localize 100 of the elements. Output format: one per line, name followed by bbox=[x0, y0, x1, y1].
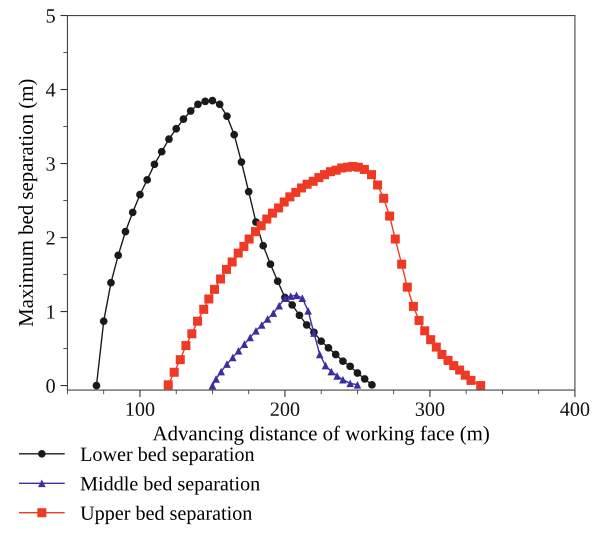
point bbox=[240, 340, 248, 348]
point bbox=[252, 326, 260, 335]
point bbox=[402, 282, 412, 292]
point bbox=[208, 96, 216, 104]
point bbox=[466, 376, 476, 385]
point bbox=[217, 368, 225, 376]
point bbox=[228, 354, 237, 362]
point bbox=[92, 382, 100, 390]
point bbox=[234, 248, 243, 258]
y-tick-label: 1 bbox=[47, 305, 54, 319]
point bbox=[274, 277, 282, 286]
point bbox=[373, 180, 382, 190]
point bbox=[408, 302, 418, 311]
y-tick-label: 5 bbox=[46, 9, 55, 23]
point bbox=[107, 278, 115, 287]
x-tick-label: 300 bbox=[416, 402, 444, 416]
point bbox=[143, 176, 152, 184]
point bbox=[170, 368, 179, 377]
point bbox=[114, 251, 122, 260]
point bbox=[354, 369, 362, 377]
point bbox=[390, 234, 400, 244]
point bbox=[234, 346, 242, 355]
point bbox=[304, 307, 312, 315]
x-axis-title: Advancing distance of working face (m) bbox=[152, 426, 489, 445]
point bbox=[385, 212, 394, 221]
point bbox=[222, 264, 232, 274]
point bbox=[317, 337, 326, 345]
x-tick-label: 400 bbox=[560, 402, 590, 416]
point bbox=[201, 98, 210, 106]
x-tick-label: 100 bbox=[126, 402, 154, 416]
point bbox=[204, 294, 214, 304]
point bbox=[426, 335, 436, 344]
point bbox=[288, 301, 296, 309]
point bbox=[223, 112, 231, 120]
point bbox=[322, 362, 330, 370]
point bbox=[246, 334, 254, 342]
point bbox=[258, 321, 266, 329]
point bbox=[223, 360, 231, 368]
point bbox=[150, 160, 158, 168]
point bbox=[346, 380, 354, 388]
point bbox=[180, 115, 188, 123]
point bbox=[264, 315, 272, 323]
point bbox=[420, 326, 430, 336]
point bbox=[186, 107, 195, 115]
point bbox=[210, 284, 219, 294]
point bbox=[397, 260, 406, 269]
point bbox=[414, 316, 424, 325]
point bbox=[187, 329, 196, 338]
point bbox=[238, 158, 246, 166]
point bbox=[199, 304, 208, 314]
point bbox=[228, 257, 237, 266]
point bbox=[328, 368, 336, 376]
point bbox=[128, 208, 137, 216]
point bbox=[266, 260, 274, 268]
y-tick-label: 2 bbox=[46, 231, 55, 245]
point bbox=[339, 357, 347, 365]
point bbox=[216, 100, 224, 108]
point bbox=[360, 164, 369, 174]
point bbox=[324, 344, 332, 352]
point bbox=[270, 309, 278, 317]
y-tick-label: 3 bbox=[46, 157, 55, 171]
point bbox=[172, 124, 180, 133]
point bbox=[136, 190, 144, 198]
legend-label: Middle bed separation bbox=[80, 476, 260, 495]
point bbox=[100, 317, 108, 326]
point bbox=[366, 170, 376, 180]
point bbox=[164, 380, 173, 390]
point bbox=[194, 100, 202, 108]
y-axis-title: Maximum bed separation (m) bbox=[18, 80, 38, 326]
point bbox=[476, 381, 486, 390]
point bbox=[193, 316, 202, 326]
y-tick-label: 0 bbox=[46, 379, 55, 393]
point bbox=[256, 221, 266, 230]
point bbox=[432, 342, 441, 352]
point bbox=[316, 350, 324, 358]
point bbox=[302, 321, 311, 329]
point bbox=[259, 242, 268, 250]
point bbox=[208, 382, 216, 390]
point bbox=[122, 228, 130, 236]
point bbox=[292, 291, 300, 300]
point bbox=[360, 375, 368, 383]
point bbox=[216, 274, 226, 284]
point bbox=[239, 242, 248, 251]
legend-label: Upper bed separation bbox=[80, 506, 252, 524]
point bbox=[212, 375, 220, 383]
point bbox=[346, 362, 354, 370]
point bbox=[176, 355, 185, 364]
point bbox=[244, 234, 254, 244]
point bbox=[181, 341, 190, 350]
point bbox=[339, 376, 347, 384]
point bbox=[379, 194, 388, 203]
point bbox=[244, 188, 253, 196]
legend-label: Lower bed separation bbox=[80, 446, 254, 466]
x-tick-label: 200 bbox=[270, 402, 300, 416]
point bbox=[332, 350, 340, 358]
point bbox=[158, 148, 166, 156]
point bbox=[354, 381, 362, 389]
point bbox=[230, 130, 238, 138]
point bbox=[333, 372, 341, 380]
point bbox=[298, 294, 306, 302]
